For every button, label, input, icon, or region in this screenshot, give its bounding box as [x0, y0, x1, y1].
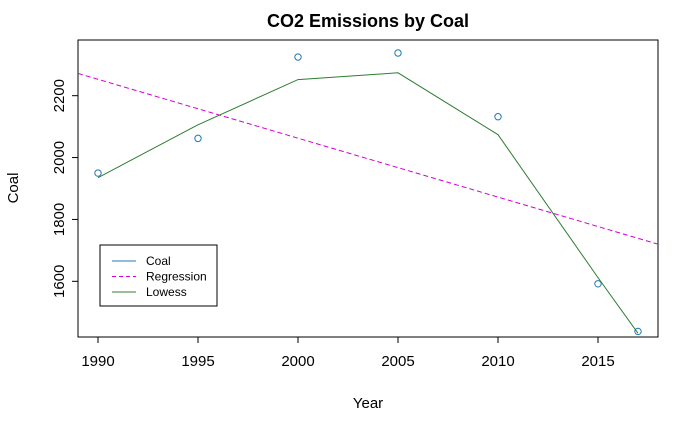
x-tick-label: 1995: [181, 353, 214, 370]
plot-frame: [77, 39, 659, 338]
legend-box: [99, 244, 218, 307]
legend-label-regression: Regression: [146, 270, 207, 284]
chart-title: CO2 Emissions by Coal: [267, 11, 469, 31]
regression-line: [78, 72, 658, 245]
x-axis: 1990 1995 2000 2005 2010 2015: [81, 337, 615, 370]
y-tick-label: 2000: [51, 141, 68, 174]
coal-point: [294, 53, 302, 61]
series-layer: [78, 49, 658, 336]
coal-point: [594, 280, 602, 288]
x-tick-label: 2000: [281, 353, 314, 370]
x-tick-label: 2005: [381, 353, 414, 370]
x-tick-label: 2015: [581, 353, 614, 370]
y-tick-label: 1600: [51, 265, 68, 298]
coal-point: [634, 327, 642, 336]
x-tick-label: 1990: [81, 353, 114, 370]
y-axis: 1600 1800 2000 2200: [51, 79, 78, 298]
lowess-line: [97, 72, 639, 334]
y-tick-label: 1800: [51, 203, 68, 236]
coal-point: [494, 113, 502, 121]
x-axis-label: Year: [353, 395, 383, 412]
y-axis-label: Coal: [5, 173, 22, 204]
x-tick-label: 2010: [481, 353, 514, 370]
legend-label-coal: Coal: [146, 254, 171, 268]
coal-point: [394, 49, 402, 57]
coal-point: [94, 169, 102, 177]
legend-label-lowess: Lowess: [146, 285, 187, 299]
coal-point: [194, 134, 202, 143]
y-tick-label: 2200: [51, 79, 68, 112]
